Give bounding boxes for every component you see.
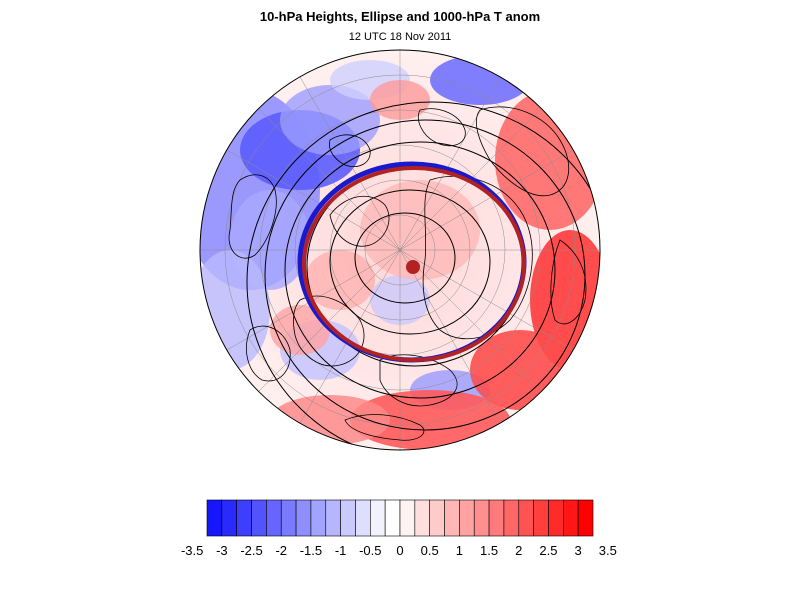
colorbar-swatch [251,499,267,537]
globe-outline [199,49,601,451]
colorbar-swatch [221,499,237,537]
colorbar [206,499,594,537]
colorbar-swatch [310,499,327,537]
colorbar-tick-label: 1.5 [480,543,499,558]
colorbar-tick-label: 3 [574,543,582,558]
colorbar-swatch [548,499,564,537]
colorbar-tick-label: 0.5 [420,543,439,558]
colorbar-tick-label: 0 [396,543,404,558]
colorbar-swatch [355,499,371,537]
colorbar-swatch [533,499,549,537]
colorbar-tick-label: -0.5 [359,543,382,558]
colorbar-swatch [206,499,223,537]
colorbar-swatch [503,499,520,537]
colorbar-swatch [488,499,505,537]
colorbar-tick-label: -1 [334,543,347,558]
vortex-ellipse [297,161,527,363]
colorbar-swatch [414,499,430,537]
colorbar-tick-label: 2.5 [539,543,558,558]
colorbar-swatch [563,499,579,537]
colorbar-swatch [444,499,460,537]
colorbar-swatch [577,499,594,537]
colorbar-swatch [473,499,490,537]
colorbar-swatch [325,499,341,537]
colorbar-swatch [236,499,252,537]
colorbar-swatch [518,499,534,537]
map-title: 10-hPa Heights, Ellipse and 1000-hPa T a… [259,9,541,24]
colorbar-swatch [399,499,416,537]
height-contours [246,101,600,450]
colorbar-tick-label: 2 [515,543,523,558]
colorbar-swatch [429,499,445,537]
colorbar-swatch [266,499,282,537]
colorbar-tick-label: 1 [455,543,463,558]
colorbar-swatch [340,499,356,537]
colorbar-tick-label: -1.5 [299,543,323,558]
colorbar-tick-label: -3 [216,543,228,558]
colorbar-swatch [459,499,475,537]
colorbar-tick-label: -2.5 [240,543,263,558]
colorbar-swatch [384,499,401,537]
colorbar-tick-label: 3.5 [598,543,617,558]
map-subtitle: 12 UTC 18 Nov 2011 [348,31,452,43]
colorbar-swatch [370,499,386,537]
graticule [200,50,600,450]
colorbar-swatch [295,499,312,537]
colorbar-swatch [280,499,297,537]
ellipse-center-marker [406,260,420,274]
colorbar-tick-label: -3.5 [180,543,204,558]
colorbar-tick-label: -2 [275,543,287,558]
